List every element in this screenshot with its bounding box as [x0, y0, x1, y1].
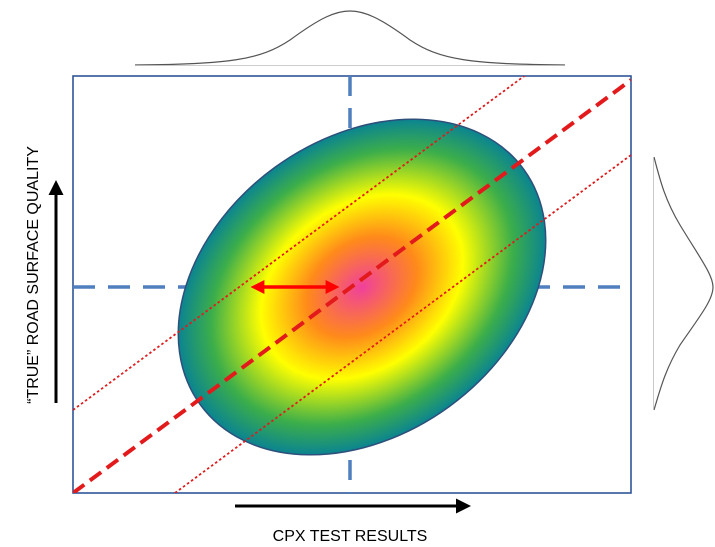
x-distribution-curve — [134, 10, 566, 66]
y-axis-label: “TRUE” ROAD SURFACE QUALITY — [25, 146, 42, 404]
upper-bound-line — [73, 76, 526, 411]
y-distribution-curve — [653, 156, 714, 411]
regression-line — [73, 78, 631, 493]
data-ellipse — [177, 118, 547, 456]
x-axis-label: CPX TEST RESULTS — [273, 528, 428, 545]
